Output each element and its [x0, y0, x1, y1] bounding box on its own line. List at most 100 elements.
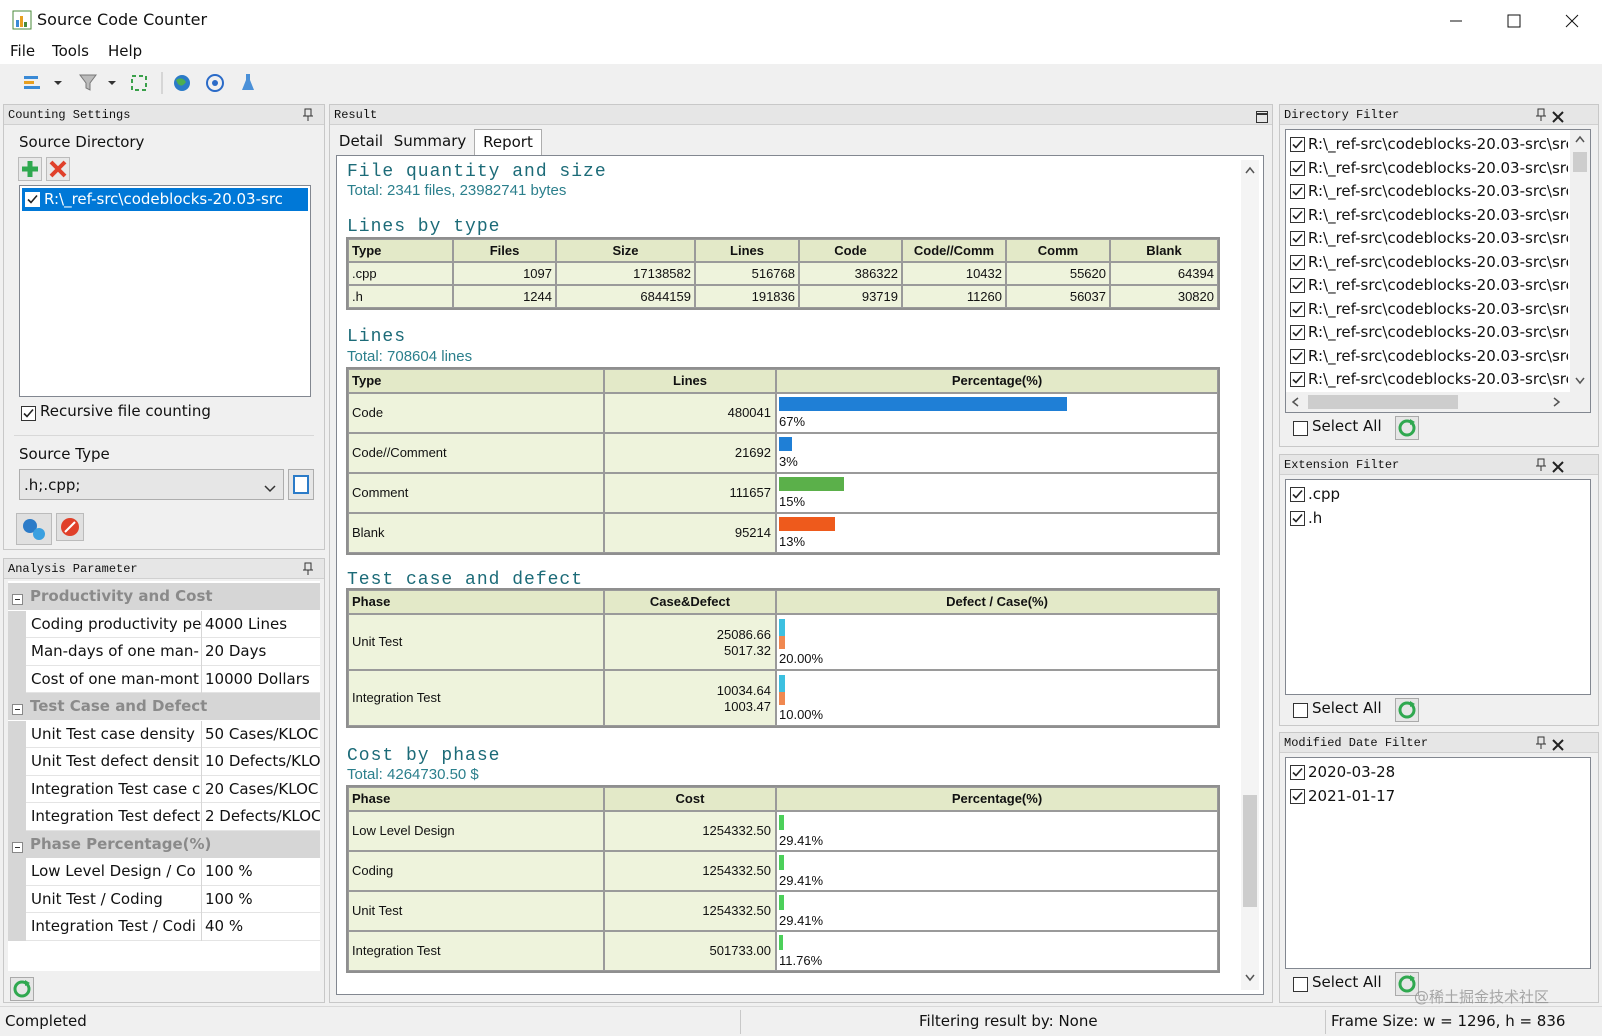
pin-button[interactable]	[302, 562, 314, 576]
tab[interactable]: Detail	[338, 132, 384, 150]
checkbox[interactable]	[25, 192, 40, 207]
checkbox[interactable]	[21, 406, 36, 421]
checkbox[interactable]	[1290, 137, 1305, 152]
filter-item[interactable]: R:\_ref-src\codeblocks-20.03-src\src	[1286, 346, 1570, 368]
stop-button[interactable]	[56, 513, 84, 541]
filter-item[interactable]: 2020-03-28	[1286, 762, 1570, 784]
filter-item[interactable]: R:\_ref-src\codeblocks-20.03-src\src	[1286, 205, 1570, 227]
property-name: Unit Test defect densit	[31, 752, 199, 770]
property-row[interactable]: Low Level Design / Co 100 %	[8, 858, 320, 886]
property-row[interactable]: Coding productivity pe 4000 Lines	[8, 610, 320, 638]
checkbox[interactable]	[1290, 231, 1305, 246]
select-all-label[interactable]: Select All	[1312, 699, 1382, 717]
run-button[interactable]	[16, 513, 52, 545]
collapse-toggle	[12, 591, 23, 605]
pin-button[interactable]	[1535, 458, 1547, 472]
percentage-bar	[779, 935, 783, 950]
checkbox[interactable]	[1290, 301, 1305, 317]
close-button[interactable]	[1552, 737, 1564, 751]
checkbox[interactable]	[1290, 278, 1305, 293]
filter-item[interactable]: .cpp	[1286, 484, 1570, 506]
vertical-scrollbar[interactable]	[1241, 160, 1259, 990]
menu-item[interactable]: Help	[108, 42, 143, 60]
select-all-label[interactable]: Select All	[1312, 417, 1382, 435]
remove-button[interactable]	[46, 157, 70, 181]
refresh-button[interactable]	[1395, 972, 1419, 996]
property-row[interactable]: Integration Test defect 2 Defects/KLOC	[8, 803, 320, 831]
checkbox[interactable]	[1290, 184, 1305, 199]
filter-item[interactable]: R:\_ref-src\codeblocks-20.03-src\src	[1286, 158, 1570, 180]
percentage-bar	[779, 477, 844, 491]
property-name: Man-days of one man-	[31, 642, 199, 660]
property-row[interactable]: Unit Test defect densit 10 Defects/KLOC	[8, 748, 320, 776]
toolbar-icons[interactable]	[10, 70, 270, 96]
filter-item[interactable]: R:\_ref-src\codeblocks-20.03-src\src	[1286, 134, 1570, 156]
chevron	[264, 480, 276, 493]
add-button[interactable]	[18, 157, 42, 181]
refresh-button[interactable]	[1395, 698, 1419, 722]
refresh-button[interactable]	[1395, 416, 1419, 440]
filter-list: 2020-03-28 2021-01-17	[1285, 757, 1591, 969]
filter-item[interactable]: R:\_ref-src\codeblocks-20.03-src\src	[1286, 181, 1570, 203]
checkbox[interactable]	[1290, 325, 1305, 340]
table-cell: Code	[348, 393, 604, 433]
pin-button[interactable]	[302, 108, 314, 122]
property-row[interactable]: Integration Test case c 20 Cases/KLOC	[8, 775, 320, 803]
edit-button[interactable]	[288, 469, 314, 500]
property-row[interactable]: Integration Test / Codi 40 %	[8, 913, 320, 941]
horizontal-scrollbar[interactable]	[1286, 392, 1590, 412]
checkbox[interactable]	[1293, 703, 1308, 718]
filter-item[interactable]: R:\_ref-src\codeblocks-20.03-src\src	[1286, 322, 1570, 344]
pin-button[interactable]	[1535, 108, 1547, 122]
checkbox[interactable]	[1290, 207, 1305, 223]
refresh-button[interactable]	[10, 977, 34, 1001]
column-divider	[201, 775, 202, 803]
tab[interactable]: Report	[474, 129, 542, 155]
filter-item[interactable]: 2021-01-17	[1286, 786, 1570, 808]
property-row[interactable]: Unit Test case density 50 Cases/KLOC	[8, 720, 320, 748]
percentage-label: 20.00%	[779, 651, 824, 666]
column-header: Blank	[1110, 239, 1218, 262]
checkbox[interactable]	[1290, 788, 1305, 804]
column-header: Type	[348, 369, 604, 393]
checkbox[interactable]	[1290, 765, 1305, 780]
window-controls[interactable]	[1440, 8, 1600, 34]
property-group[interactable]: Test Case and Defect	[8, 693, 320, 720]
filter-item[interactable]: .h	[1286, 508, 1570, 530]
property-row[interactable]: Cost of one man-mont 10000 Dollars	[8, 665, 320, 693]
menu-item[interactable]: Tools	[52, 42, 89, 60]
group-name: Test Case and Defect	[30, 697, 208, 715]
table-cell: 1254332.50	[604, 851, 776, 891]
property-row[interactable]: Man-days of one man- 20 Days	[8, 638, 320, 666]
select-all-label[interactable]: Select All	[1312, 973, 1382, 991]
filter-item[interactable]: R:\_ref-src\codeblocks-20.03-src\src	[1286, 299, 1570, 321]
checkbox[interactable]	[1293, 977, 1308, 992]
filter-item[interactable]: R:\_ref-src\codeblocks-20.03-src\src	[1286, 252, 1570, 274]
checkbox-label[interactable]: Recursive file counting	[40, 402, 211, 420]
checkbox[interactable]	[1290, 487, 1305, 502]
menu-item[interactable]: File	[10, 42, 36, 60]
tab[interactable]: Summary	[393, 132, 467, 150]
checkbox[interactable]	[1290, 160, 1305, 176]
property-group[interactable]: Productivity and Cost	[8, 583, 320, 610]
close-button[interactable]	[1552, 109, 1564, 123]
checkbox[interactable]	[1290, 254, 1305, 270]
checkbox[interactable]	[1290, 510, 1305, 526]
source-type-combo[interactable]: .h;.cpp;	[19, 469, 284, 500]
directory-item[interactable]: R:\_ref-src\codeblocks-20.03-src	[22, 188, 308, 211]
checkbox[interactable]	[1290, 348, 1305, 364]
checkbox[interactable]	[1293, 421, 1308, 436]
filter-item[interactable]: R:\_ref-src\codeblocks-20.03-src\src	[1286, 275, 1570, 297]
vertical-scrollbar[interactable]	[1570, 130, 1590, 392]
property-group[interactable]: Phase Percentage(%)	[8, 830, 320, 858]
collapse-toggle	[12, 839, 23, 853]
column-header: Percentage(%)	[776, 369, 1218, 393]
pin-button[interactable]	[1535, 736, 1547, 750]
filter-item[interactable]: R:\_ref-src\codeblocks-20.03-src\src	[1286, 369, 1570, 391]
close-button[interactable]	[1552, 459, 1564, 473]
filter-item[interactable]: R:\_ref-src\codeblocks-20.03-src\src	[1286, 228, 1570, 250]
maximize-button[interactable]	[1256, 109, 1268, 123]
checkbox[interactable]	[1290, 372, 1305, 387]
property-row[interactable]: Unit Test / Coding 100 %	[8, 885, 320, 913]
